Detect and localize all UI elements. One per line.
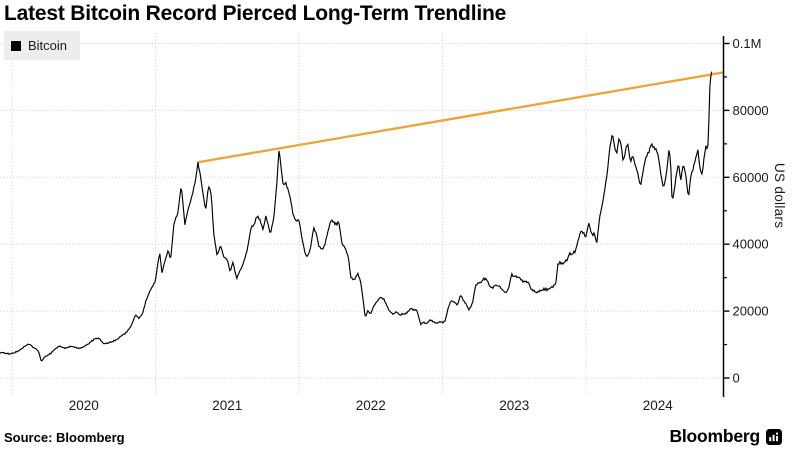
price-line-bitcoin	[0, 71, 713, 362]
y-axis: 0 20000 40000 60000 80000 0.1M	[722, 36, 769, 397]
y-tick-label: 20000	[733, 304, 769, 319]
y-tick-label: 80000	[733, 103, 769, 118]
legend-marker-bitcoin	[11, 40, 21, 51]
page-title: Latest Bitcoin Record Pierced Long-Term …	[4, 2, 507, 25]
vertical-gridlines	[11, 33, 587, 395]
x-tick-label: 2020	[69, 398, 99, 413]
x-tick-label: 2024	[643, 398, 674, 413]
horizontal-gridlines	[0, 43, 723, 379]
y-axis-title: US dollars	[772, 163, 787, 229]
y-tick-label: 0.1M	[733, 36, 762, 51]
x-tick-label: 2022	[356, 398, 386, 413]
x-tick-label: 2023	[499, 398, 529, 413]
y-tick-label: 60000	[733, 170, 769, 185]
x-axis-labels: 2020 2021 2022 2023 2024	[69, 398, 674, 413]
bloomberg-terminal-icon	[766, 428, 782, 445]
legend-label-bitcoin: Bitcoin	[28, 38, 68, 53]
bloomberg-logo: Bloomberg	[669, 426, 782, 447]
bloomberg-wordmark: Bloomberg	[669, 426, 760, 446]
legend: Bitcoin	[4, 31, 81, 60]
source-note: Source: Bloomberg	[4, 430, 125, 445]
x-tick-label: 2021	[212, 398, 242, 413]
trendline	[196, 71, 724, 164]
y-tick-label: 0	[733, 371, 740, 386]
y-tick-label: 40000	[733, 237, 769, 252]
